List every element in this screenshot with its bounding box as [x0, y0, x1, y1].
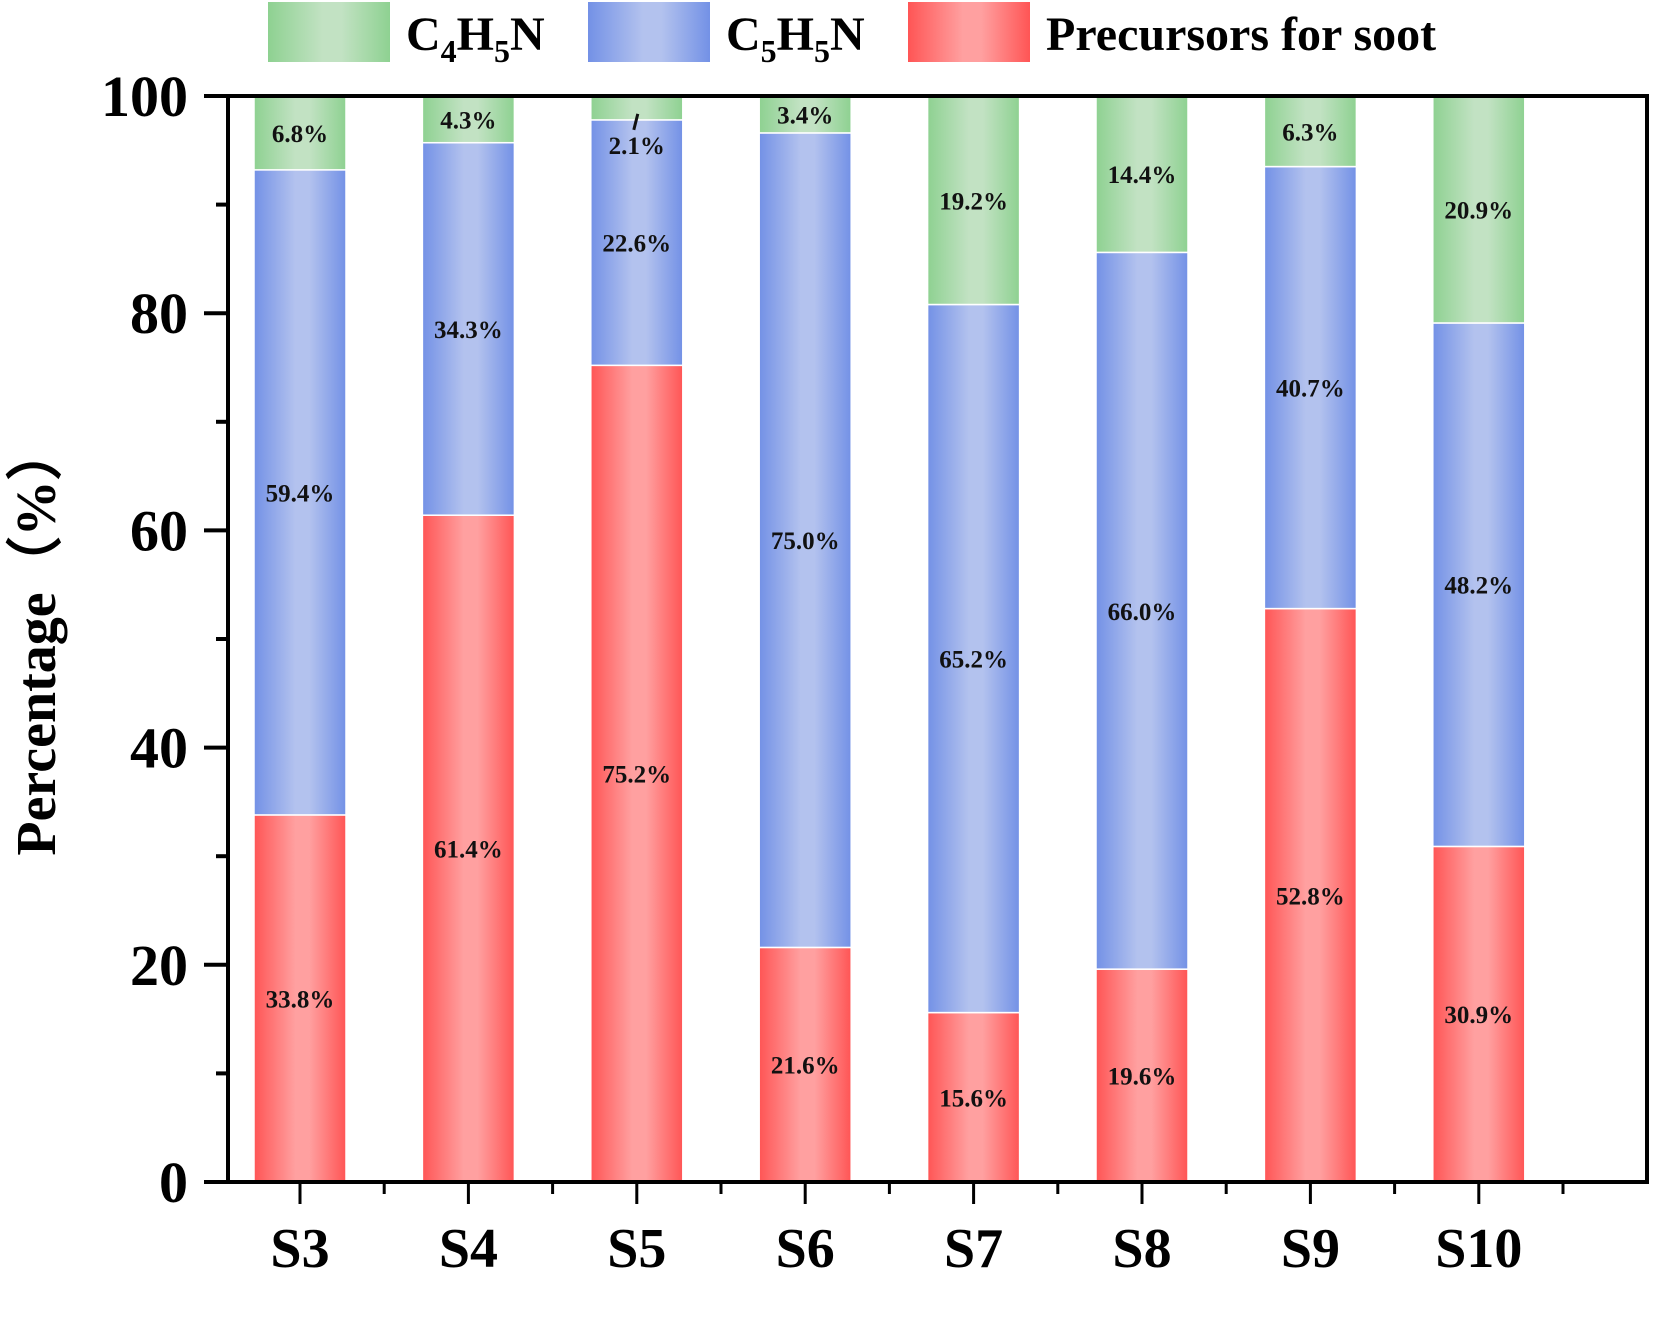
bar-labels-group: 33.8% 59.4% 6.8% 61.4% 34.3% 4.3% 75.2% 22.6% 2.… — [266, 102, 1514, 1112]
bar-S8-precursors-for-soot — [1095, 968, 1189, 1183]
x-tick-label: S7 — [944, 1218, 1003, 1280]
bar-S4-c4h5n — [421, 95, 516, 144]
legend-swatch — [268, 2, 390, 62]
data-label: 21.6% — [771, 1053, 840, 1080]
x-tick-label: S8 — [1112, 1218, 1171, 1280]
data-label: 48.2% — [1444, 573, 1513, 600]
bar-S8-c4h5n — [1095, 95, 1189, 254]
data-label: 15.6% — [939, 1085, 1008, 1112]
bar-S6-c5h5n — [758, 132, 852, 949]
data-label: 30.9% — [1444, 1002, 1513, 1029]
bar-S8-c5h5n — [1095, 251, 1189, 970]
bar-S7-c4h5n — [926, 95, 1021, 306]
data-label: 75.0% — [771, 528, 840, 555]
y-tick-label: 80 — [130, 281, 188, 346]
data-label: 34.3% — [434, 317, 503, 344]
y-tick-label: 0 — [159, 1150, 188, 1215]
legend-swatch — [588, 2, 710, 62]
bar-S6-precursors-for-soot — [758, 946, 852, 1183]
bar-S3-c5h5n — [253, 169, 347, 816]
y-tick-label: 60 — [130, 498, 188, 563]
legend-item: C4H5N — [268, 2, 545, 69]
y-tick-label: 40 — [130, 716, 188, 781]
bar-S7-precursors-for-soot — [926, 1011, 1021, 1183]
bar-S9-c4h5n — [1263, 95, 1358, 168]
data-label: 61.4% — [434, 837, 503, 864]
bar-S4-precursors-for-soot — [421, 514, 516, 1183]
data-label: 2.1% — [609, 133, 665, 160]
axes-group: 0 20 40 60 80 100 S3 S4 S5 S6 S7 S8 S9 S10 — [101, 64, 1649, 1280]
bar-S3-precursors-for-soot — [253, 814, 347, 1183]
legend-item: C5H5N — [588, 2, 865, 69]
y-tick-label: 20 — [130, 933, 188, 998]
data-label: 4.3% — [440, 107, 496, 134]
legend-label: C4H5N — [406, 8, 545, 69]
bar-S10-c4h5n — [1432, 95, 1526, 324]
legend-item: Precursors for soot — [908, 2, 1436, 62]
bars-group — [253, 95, 1526, 1183]
bar-S4-c5h5n — [421, 141, 516, 516]
bar-S10-precursors-for-soot — [1432, 845, 1526, 1183]
bar-S7-c5h5n — [926, 303, 1021, 1014]
data-label: 19.2% — [939, 188, 1008, 215]
bar-S9-precursors-for-soot — [1263, 607, 1358, 1183]
data-label: 59.4% — [266, 480, 335, 507]
data-label: 66.0% — [1108, 599, 1177, 626]
y-axis-label: Percentage（%） — [5, 424, 68, 855]
legend-label: C5H5N — [726, 8, 865, 69]
x-tick-label: S10 — [1435, 1218, 1522, 1280]
data-label: 65.2% — [939, 647, 1008, 674]
pointer-mark — [632, 113, 640, 131]
bar-S6-c4h5n — [758, 95, 852, 134]
bar-S5-c5h5n — [590, 119, 684, 367]
x-tick-label: S9 — [1281, 1218, 1340, 1280]
data-label: 75.2% — [602, 762, 671, 789]
data-label: 3.4% — [777, 102, 833, 129]
data-label: 20.9% — [1444, 197, 1513, 224]
x-tick-label: S6 — [776, 1218, 835, 1280]
legend-label: Precursors for soot — [1046, 8, 1436, 61]
bar-S9-c5h5n — [1263, 165, 1358, 610]
data-label: 33.8% — [266, 986, 335, 1013]
data-label: 6.8% — [272, 121, 328, 148]
x-tick-label: S4 — [439, 1218, 498, 1280]
data-label: 14.4% — [1108, 162, 1177, 189]
x-tick-label: S3 — [270, 1218, 329, 1280]
x-tick-label: S5 — [607, 1218, 666, 1280]
data-label: 40.7% — [1276, 376, 1345, 403]
y-tick-label: 100 — [101, 64, 188, 129]
data-label: 19.6% — [1108, 1064, 1177, 1091]
bar-S10-c5h5n — [1432, 322, 1526, 848]
data-label: 52.8% — [1276, 883, 1345, 910]
legend-swatch — [908, 2, 1030, 62]
legend: C4H5N C5H5N Precursors for soot — [268, 2, 1436, 69]
data-label: 6.3% — [1282, 119, 1338, 146]
data-label: 22.6% — [602, 231, 671, 258]
